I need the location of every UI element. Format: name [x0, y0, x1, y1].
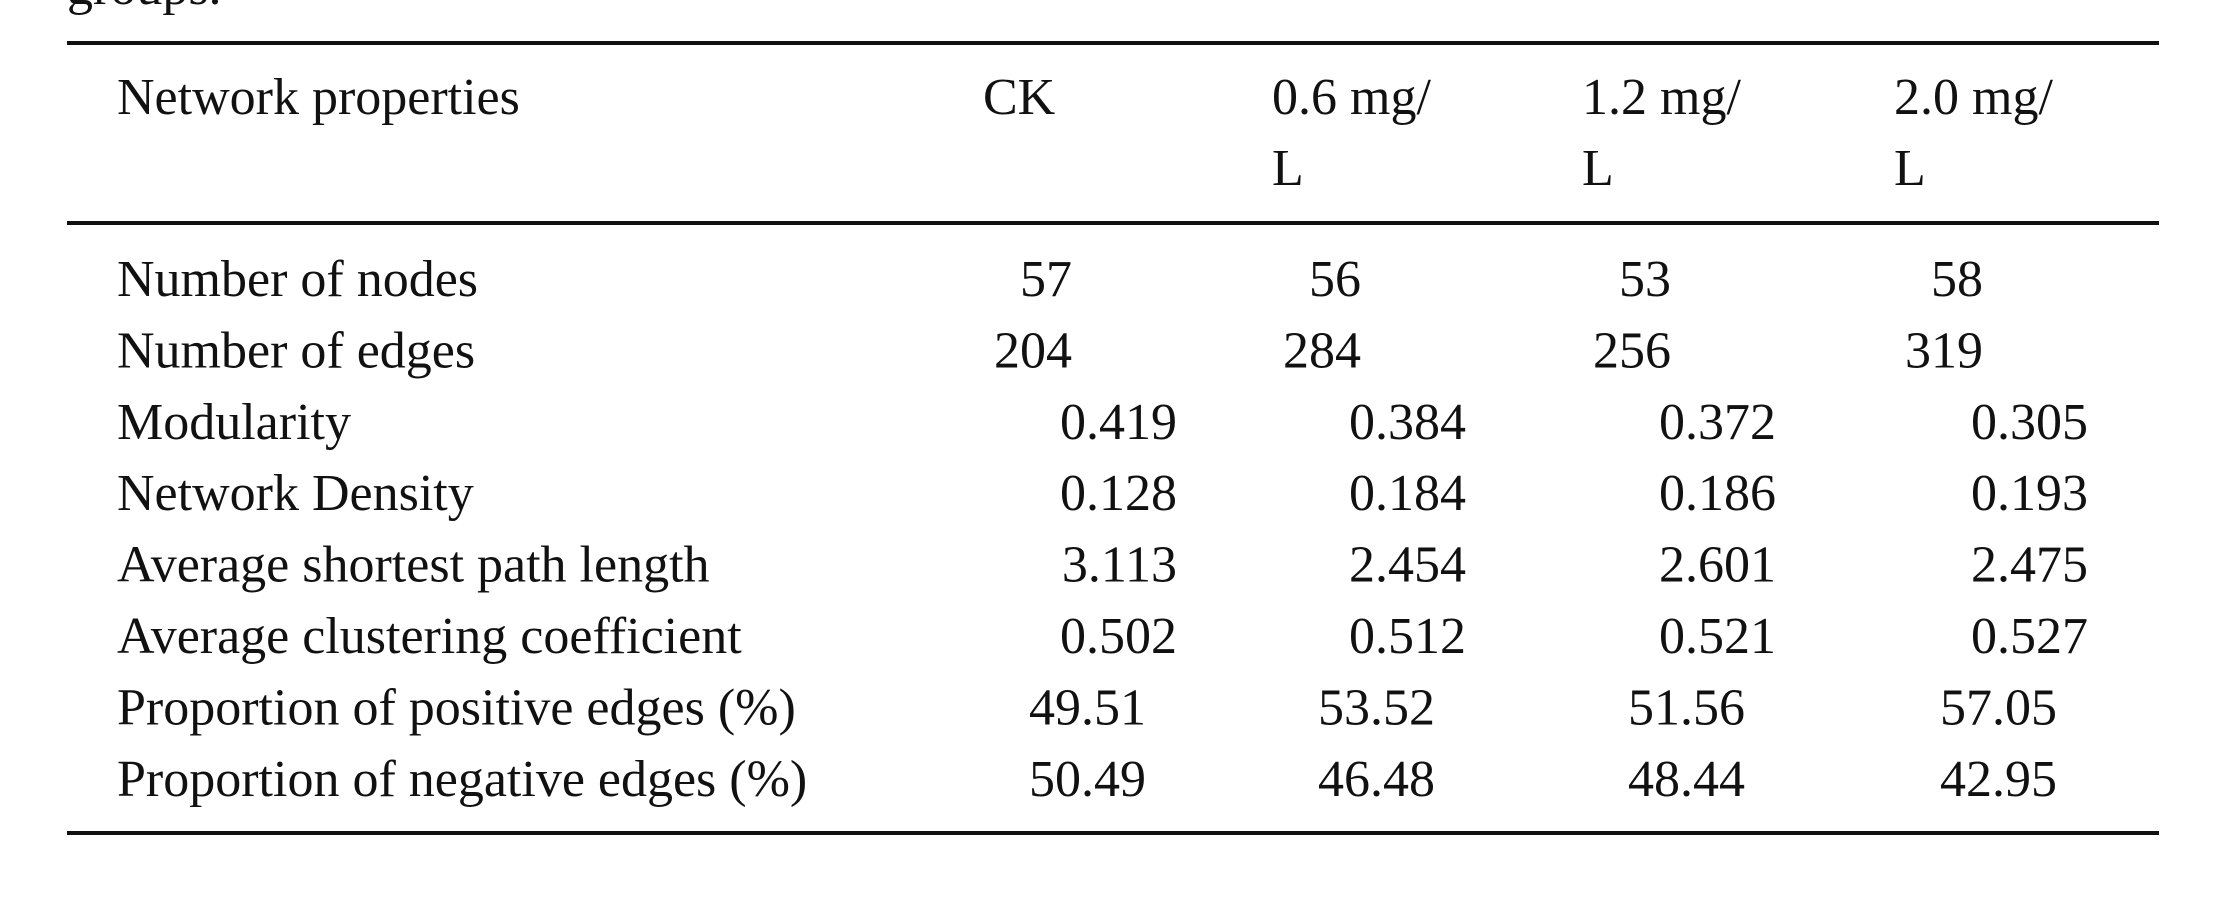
header-cell: Network properties [117, 69, 520, 126]
value-cell: 0.384 [1349, 394, 1466, 451]
row-label: Network Density [117, 465, 474, 522]
value-cell: 57 [1020, 251, 1072, 308]
value-cell: 2.475 [1971, 537, 2088, 594]
value-cell: 50.49 [1029, 751, 1146, 808]
row-label: Number of edges [117, 322, 475, 379]
value-cell: 46.48 [1318, 751, 1435, 808]
value-cell: 0.502 [1060, 608, 1177, 665]
value-cell: 56 [1309, 251, 1361, 308]
value-cell: 58 [1931, 251, 1983, 308]
value-cell: 0.186 [1659, 465, 1776, 522]
caption-tail: groups. [67, 0, 222, 16]
value-cell: 49.51 [1029, 679, 1146, 736]
row-label: Modularity [117, 394, 351, 451]
value-cell: 0.512 [1349, 608, 1466, 665]
row-label: Proportion of positive edges (%) [117, 679, 796, 736]
header-cell: CK [983, 69, 1056, 126]
header-cell: 2.0 mg/L [1894, 69, 2053, 197]
value-cell: 0.527 [1971, 608, 2088, 665]
header-cell: 0.6 mg/L [1272, 69, 1431, 197]
value-cell: 0.184 [1349, 465, 1466, 522]
value-cell: 0.305 [1971, 394, 2088, 451]
value-cell: 0.128 [1060, 465, 1177, 522]
value-cell: 0.521 [1659, 608, 1776, 665]
value-cell: 319 [1905, 322, 1983, 379]
value-cell: 48.44 [1628, 751, 1745, 808]
value-cell: 0.372 [1659, 394, 1776, 451]
row-label: Number of nodes [117, 251, 478, 308]
value-cell: 204 [994, 322, 1072, 379]
value-cell: 284 [1283, 322, 1361, 379]
row-label: Average clustering coefficient [117, 608, 742, 665]
value-cell: 42.95 [1940, 751, 2057, 808]
value-cell: 3.113 [1062, 537, 1177, 594]
value-cell: 53 [1619, 251, 1671, 308]
header-cell: 1.2 mg/L [1582, 69, 1741, 197]
value-cell: 2.601 [1659, 537, 1776, 594]
value-cell: 53.52 [1318, 679, 1435, 736]
row-label: Proportion of negative edges (%) [117, 751, 807, 808]
value-cell: 51.56 [1628, 679, 1745, 736]
value-cell: 0.419 [1060, 394, 1177, 451]
value-cell: 256 [1593, 322, 1671, 379]
value-cell: 0.193 [1971, 465, 2088, 522]
value-cell: 2.454 [1349, 537, 1466, 594]
row-label: Average shortest path length [117, 537, 710, 594]
value-cell: 57.05 [1940, 679, 2057, 736]
